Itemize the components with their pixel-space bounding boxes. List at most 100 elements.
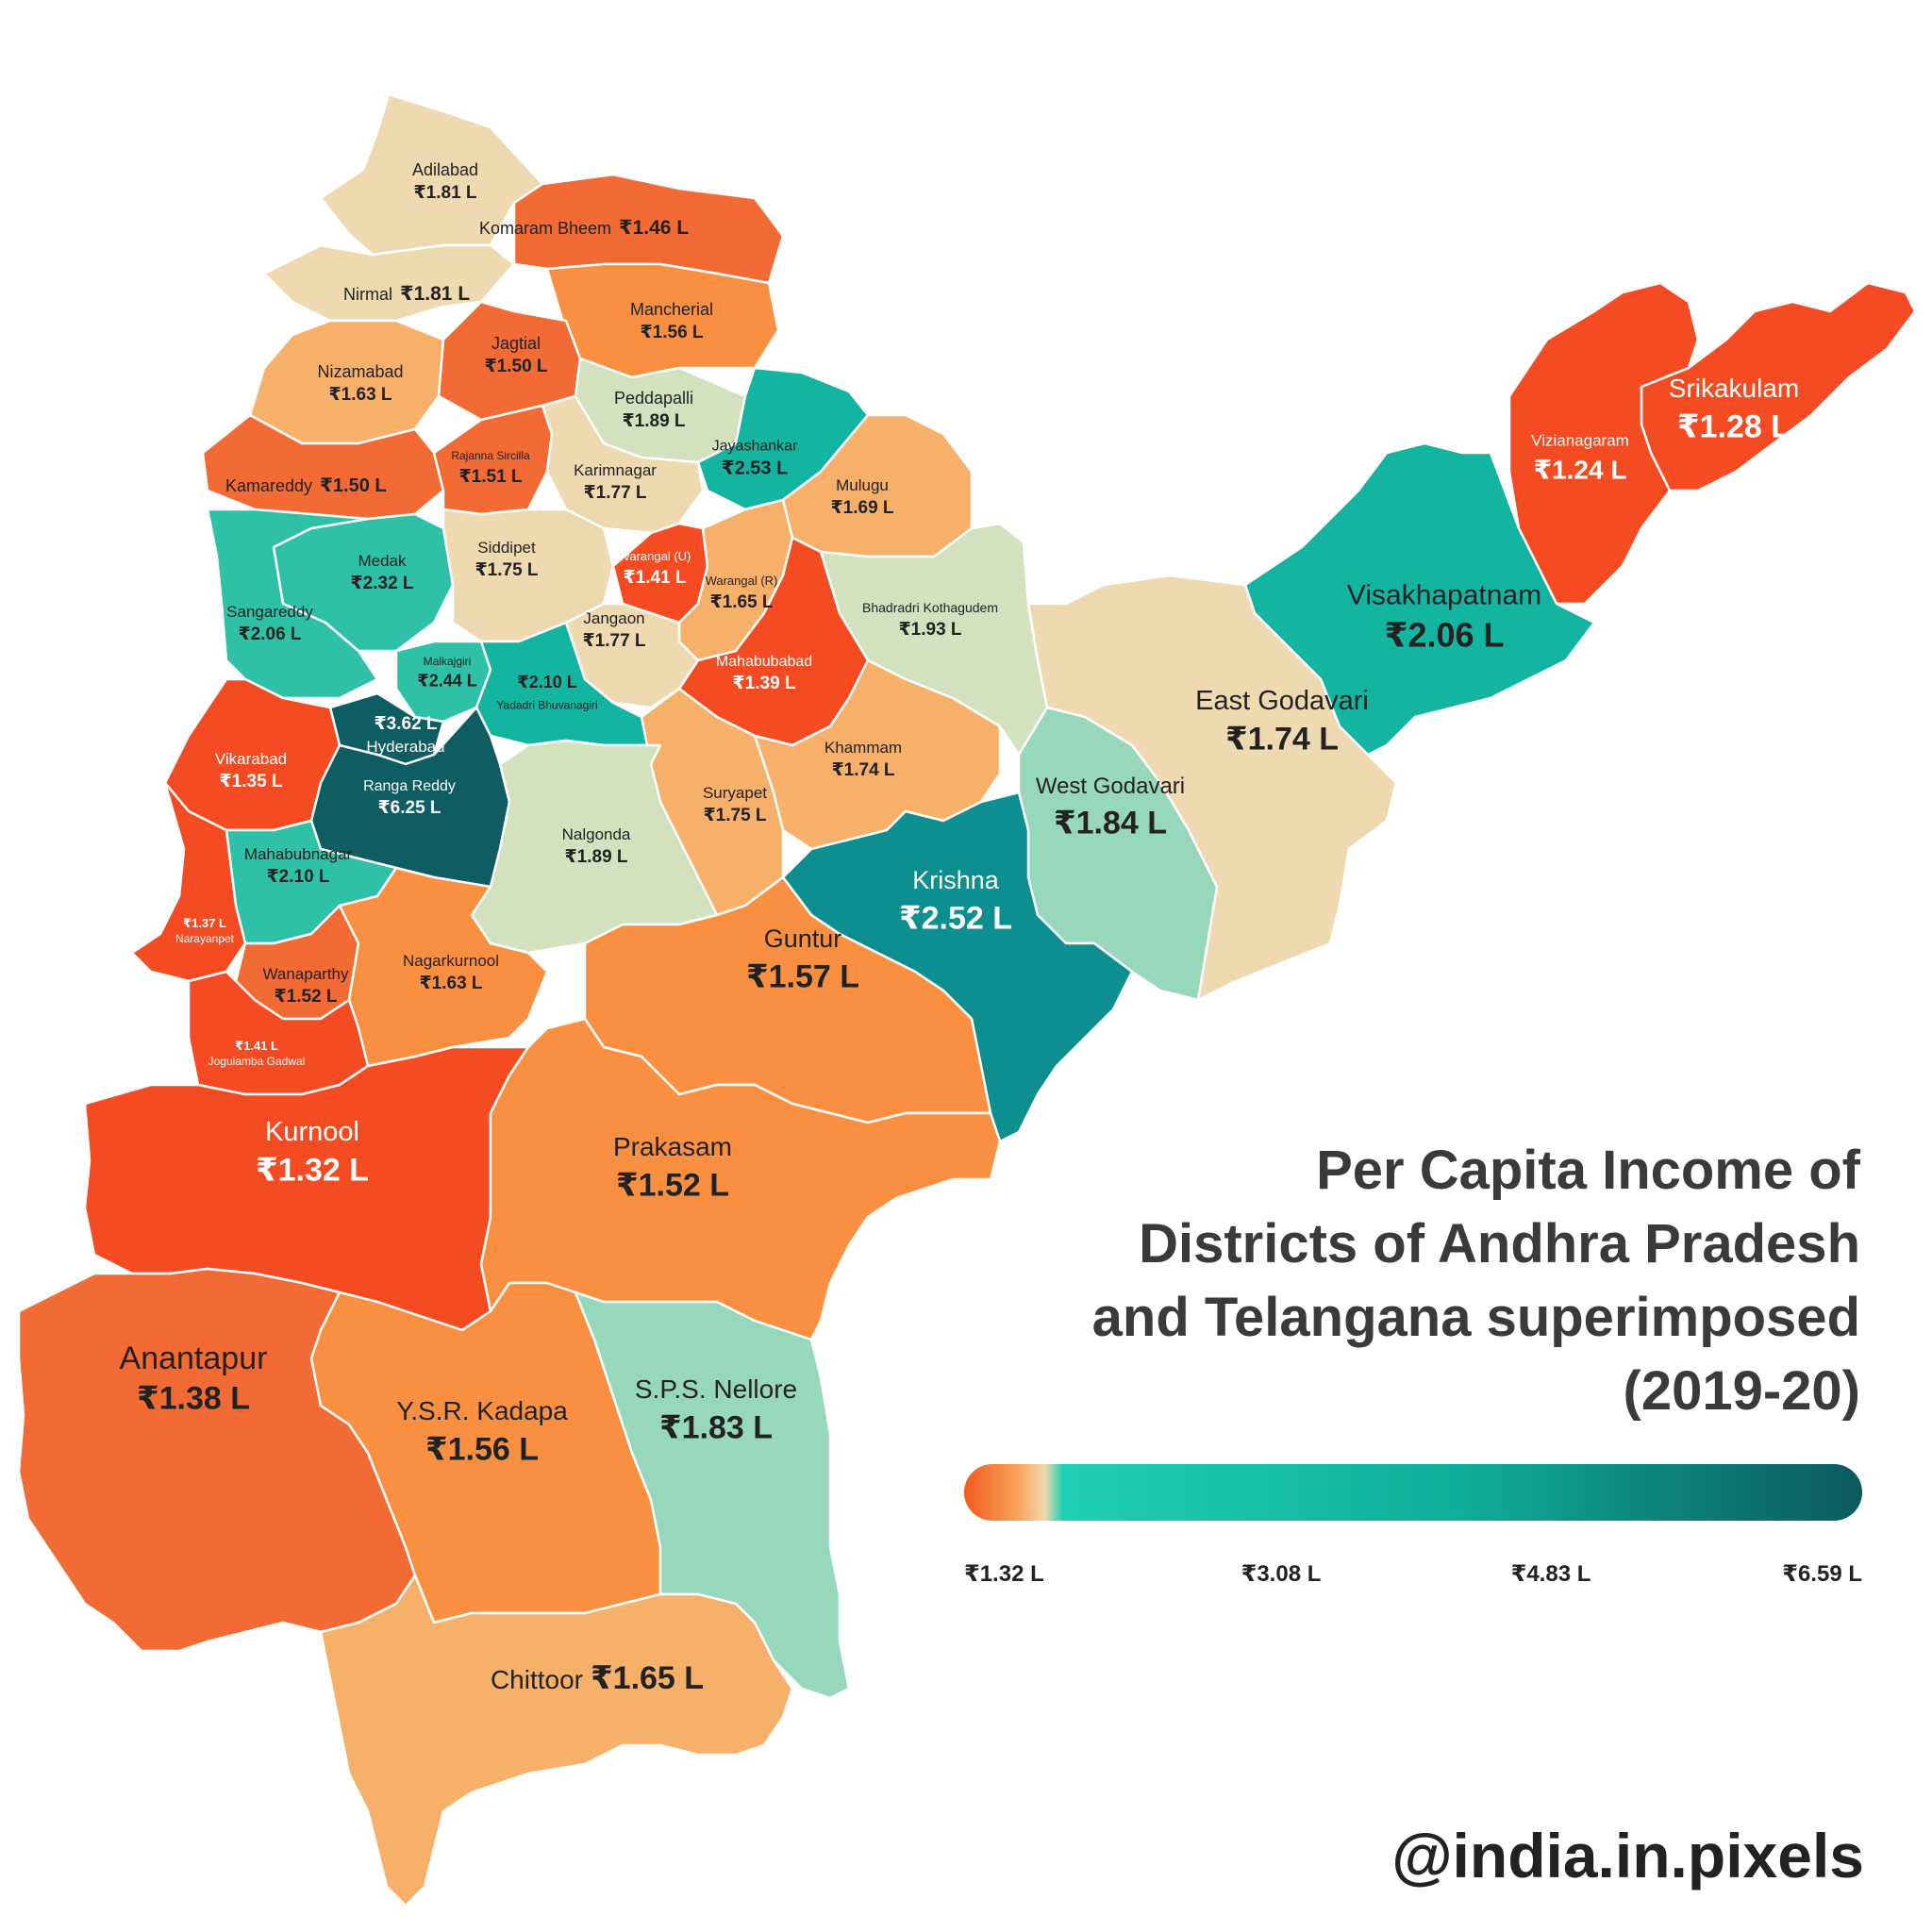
district-value-label: ₹1.37 L (183, 916, 226, 930)
label-warangal-u: Warangal (U) ₹1.41 L (619, 549, 691, 588)
label-bhadradri-kothagudem: Bhadradri Kothagudem ₹1.93 L (862, 600, 998, 640)
district-name-label: Krishna (912, 866, 1000, 894)
district-name-label: Medak (358, 552, 407, 570)
district-name-label: Srikakulam (1669, 374, 1799, 403)
district-name-label: Guntur (764, 924, 842, 953)
label-prakasam: Prakasam ₹1.52 L (613, 1132, 732, 1204)
district-value-label: ₹1.52 L (616, 1167, 729, 1203)
district-value-label: ₹1.77 L (583, 483, 646, 503)
district-rajanna-sircilla[interactable] (432, 404, 554, 516)
label-wanaparthy: Wanaparthy ₹1.52 L (262, 965, 349, 1007)
district-value-label: ₹1.63 L (328, 385, 391, 405)
district-name-label: Nizamabad (317, 362, 403, 381)
district-value-label: ₹1.57 L (746, 958, 859, 994)
district-nalgonda[interactable] (470, 739, 719, 955)
district-value-label: ₹1.83 L (659, 1409, 773, 1445)
label-khammam: Khammam ₹1.74 L (824, 739, 902, 780)
district-value-label: ₹2.10 L (517, 673, 577, 691)
label-medak: Medak ₹2.32 L (350, 552, 413, 593)
label-malkajgiri: Malkajgiri ₹2.44 L (417, 655, 477, 691)
district-value-label: ₹1.35 L (219, 772, 282, 791)
district-value-label: ₹1.46 L (619, 217, 689, 239)
label-suryapet: Suryapet ₹1.75 L (703, 784, 767, 825)
label-chittoor: Chittoor ₹1.65 L (491, 1660, 704, 1696)
district-sangareddy[interactable] (206, 508, 379, 700)
district-name-label: Mahabubabad (716, 654, 812, 670)
district-name-label: Rajanna Sircilla (451, 449, 530, 462)
label-mulugu: Mulugu ₹1.69 L (830, 476, 893, 518)
district-value-label: ₹1.65 L (709, 592, 773, 612)
label-kamareddy: Kamareddy ₹1.50 L (225, 475, 387, 496)
label-anantapur: Anantapur ₹1.38 L (120, 1341, 268, 1417)
district-value-label: ₹1.81 L (413, 183, 476, 203)
district-name-label: Mahabubnagar (244, 845, 353, 863)
district-name-label: Siddipet (477, 539, 536, 557)
legend: ₹1.32 L ₹3.08 L ₹4.83 L ₹6.59 L (964, 1464, 1862, 1587)
title-line-3: and Telangana superimposed (1092, 1287, 1860, 1348)
label-guntur: Guntur ₹1.57 L (746, 924, 859, 995)
label-vikarabad: Vikarabad ₹1.35 L (215, 750, 287, 791)
label-hyderabad: Hyderabad ₹3.62 L (366, 714, 444, 756)
district-value-label: ₹1.89 L (622, 411, 685, 431)
label-rajanna-sircilla: Rajanna Sircilla ₹1.51 L (451, 449, 530, 487)
district-value-label: ₹2.06 L (1384, 616, 1504, 655)
district-value-label: ₹1.75 L (475, 560, 538, 580)
district-value-label: ₹1.81 L (400, 283, 470, 305)
district-name-label: Warangal (U) (619, 549, 691, 563)
label-y-s-r-kadapa: Y.S.R. Kadapa ₹1.56 L (396, 1396, 568, 1468)
district-name-label: Wanaparthy (262, 965, 349, 983)
label-mahabubabad: Mahabubabad ₹1.39 L (716, 654, 812, 693)
district-value-label: ₹2.06 L (238, 625, 301, 644)
label-peddapalli: Peddapalli ₹1.89 L (614, 389, 693, 431)
district-name-label: Warangal (R) (706, 574, 778, 588)
district-name-label: Karimnagar (574, 461, 657, 479)
district-value-label: ₹2.44 L (417, 671, 477, 690)
district-value-label: ₹1.56 L (425, 1431, 539, 1467)
district-name-label: Prakasam (613, 1132, 732, 1161)
district-name-label: Peddapalli (614, 389, 693, 408)
district-value-label: ₹1.93 L (898, 620, 961, 640)
district-sps-nellore[interactable] (574, 1291, 851, 1700)
label-nagarkurnool: Nagarkurnool ₹1.63 L (403, 952, 499, 993)
district-value-label: ₹3.62 L (374, 714, 437, 734)
label-jagtial: Jagtial ₹1.50 L (484, 334, 547, 376)
district-name-label: Mulugu (836, 476, 889, 494)
district-name-label: Kamareddy (225, 476, 312, 495)
district-value-label: ₹1.41 L (623, 568, 686, 588)
label-kurnool: Kurnool ₹1.32 L (256, 1117, 369, 1189)
district-chittoor[interactable] (319, 1574, 794, 1907)
district-nirmal[interactable] (262, 243, 516, 323)
label-vizianagaram: Vizianagaram ₹1.24 L (1531, 432, 1629, 485)
district-name-label: Y.S.R. Kadapa (396, 1396, 568, 1425)
district-value-label: ₹1.63 L (419, 974, 482, 993)
district-name-label: Adilabad (412, 160, 478, 179)
district-name-label: West Godavari (1036, 774, 1185, 799)
district-shapes (17, 92, 1917, 1907)
title-line-1: Per Capita Income of (1316, 1140, 1861, 1201)
title-block: Per Capita Income of Districts of Andhra… (1092, 1140, 1861, 1422)
label-warangal-r: Warangal (R) ₹1.65 L (706, 574, 778, 612)
district-name-label: East Godavari (1195, 686, 1369, 716)
district-name-label: Bhadradri Kothagudem (862, 600, 998, 615)
label-nizamabad: Nizamabad ₹1.63 L (317, 362, 403, 405)
district-value-label: ₹1.50 L (484, 357, 547, 376)
district-nizamabad[interactable] (248, 319, 445, 445)
district-khammam[interactable] (753, 658, 1002, 851)
label-narayanpet: Narayanpet ₹1.37 L (175, 916, 235, 945)
label-karimnagar: Karimnagar ₹1.77 L (574, 461, 657, 503)
label-krishna: Krishna ₹2.52 L (899, 866, 1012, 937)
district-value-label: ₹1.84 L (1054, 805, 1167, 841)
district-value-label: ₹1.65 L (591, 1660, 704, 1696)
district-value-label: ₹1.52 L (274, 987, 337, 1007)
district-name-label: Jayashankar (712, 439, 798, 455)
legend-tick-2: ₹3.08 L (1241, 1561, 1322, 1587)
district-value-label: ₹1.50 L (320, 475, 387, 496)
district-name-label: Nalgonda (562, 825, 631, 843)
label-nirmal: Nirmal ₹1.81 L (343, 283, 470, 305)
district-value-label: ₹2.52 L (899, 900, 1012, 936)
label-jangaon: Jangaon ₹1.77 L (582, 609, 645, 651)
district-value-label: ₹1.38 L (137, 1380, 250, 1416)
label-jogulamba-gadwal: Jogulamba Gadwal ₹1.41 L (208, 1039, 306, 1068)
